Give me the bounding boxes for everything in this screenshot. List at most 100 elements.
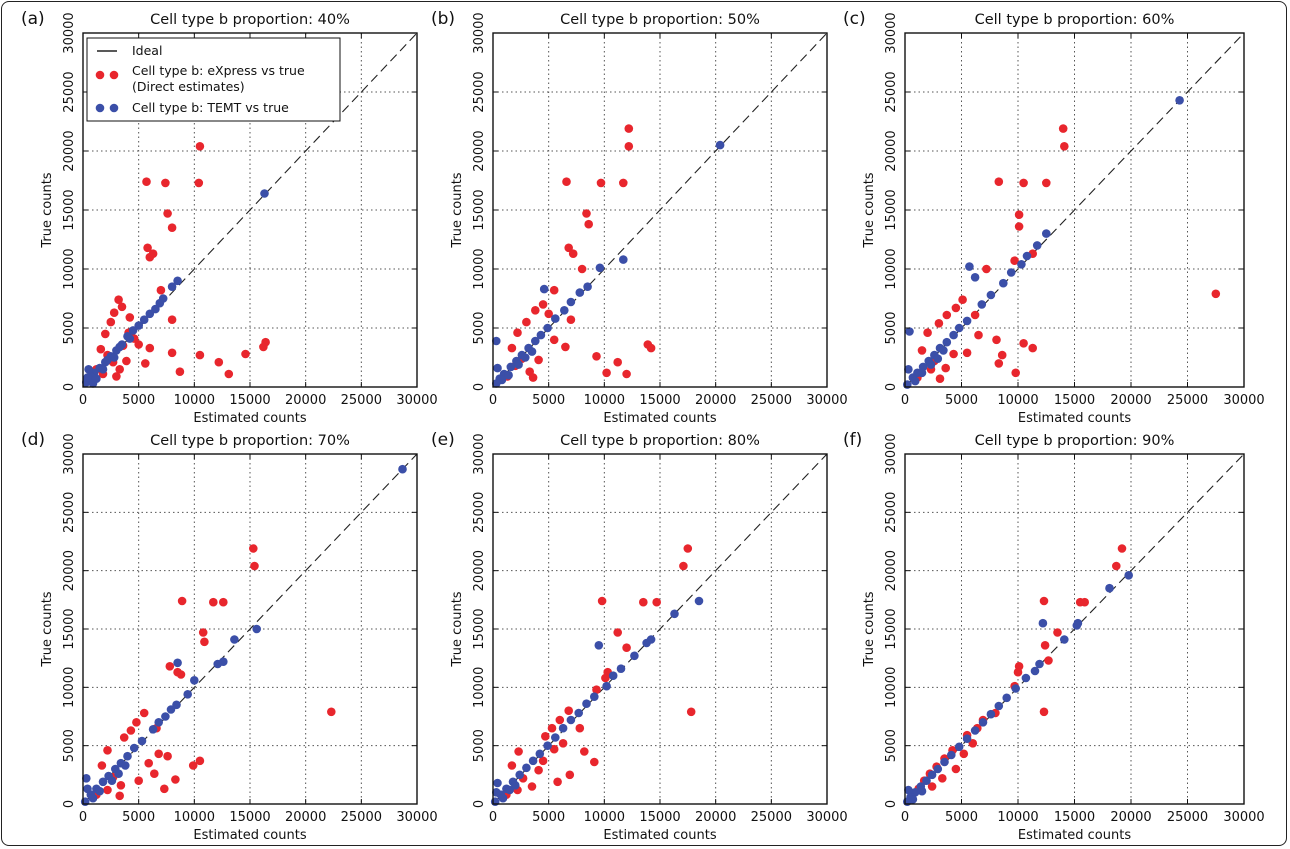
temt-point — [515, 770, 524, 780]
temt-point — [161, 712, 170, 721]
express-point — [624, 142, 634, 151]
express-point — [1014, 210, 1024, 219]
x-tick-label: 30000 — [1223, 393, 1264, 408]
express-point — [622, 643, 631, 652]
x-tick-label: 15000 — [639, 810, 680, 825]
temt-point — [954, 323, 964, 333]
temt-point — [933, 764, 943, 774]
express-point — [602, 368, 611, 378]
temt-point — [903, 797, 912, 806]
express-point — [679, 561, 688, 571]
chart-title: Cell type b proportion: 40% — [150, 12, 350, 28]
y-tick-label: 20000 — [884, 550, 899, 591]
express-point — [194, 178, 204, 188]
temt-point — [970, 273, 980, 282]
temt-point — [84, 365, 93, 374]
temt-point — [260, 189, 269, 198]
express-point — [1019, 339, 1028, 348]
temt-point — [922, 776, 931, 785]
express-point — [958, 295, 967, 305]
x-tick-label: 15000 — [229, 810, 270, 825]
x-tick-label: 20000 — [1110, 393, 1151, 408]
x-tick-label: 20000 — [285, 393, 326, 408]
temt-point — [155, 298, 165, 308]
legend-temt-label: Cell type b: TEMT vs true — [132, 100, 289, 115]
x-axis-label: Estimated counts — [1018, 411, 1131, 426]
temt-point — [551, 314, 560, 323]
express-point — [165, 662, 175, 671]
express-point — [134, 776, 143, 785]
express-point — [177, 596, 187, 606]
legend-ideal-label: Ideal — [132, 43, 162, 58]
temt-point — [154, 718, 163, 727]
x-tick-label: 5000 — [532, 810, 565, 825]
temt-point — [1035, 659, 1044, 669]
express-point — [596, 178, 606, 188]
express-point — [101, 329, 110, 339]
series-express — [503, 124, 656, 382]
y-tick-label: 10000 — [884, 667, 899, 708]
x-tick-label: 10000 — [584, 810, 625, 825]
express-point — [527, 782, 537, 791]
x-tick-label: 30000 — [806, 393, 847, 408]
legend-express-label: Cell type b: eXpress vs true — [132, 63, 305, 78]
temt-point — [602, 681, 611, 691]
temt-point — [1042, 229, 1051, 238]
temt-point — [95, 786, 104, 796]
y-tick-label: 20000 — [472, 130, 487, 171]
express-point — [1117, 544, 1127, 553]
express-point — [951, 303, 961, 313]
temt-point — [521, 353, 530, 362]
express-point — [167, 315, 177, 325]
express-point — [565, 770, 575, 780]
express-point — [577, 264, 587, 274]
temt-point — [904, 365, 913, 374]
temt-point — [970, 726, 980, 735]
express-point — [528, 373, 538, 382]
temt-point — [528, 756, 538, 766]
express-point — [549, 335, 559, 345]
temt-point — [213, 659, 222, 669]
x-tick-label: 10000 — [174, 810, 215, 825]
y-tick-label: 20000 — [472, 550, 487, 591]
y-tick-label: 25000 — [472, 71, 487, 112]
express-point — [514, 747, 523, 756]
x-axis-label: Estimated counts — [193, 411, 306, 426]
express-point — [139, 708, 149, 718]
express-point — [119, 733, 129, 742]
temt-point — [582, 699, 591, 708]
express-point — [109, 308, 119, 318]
series-express — [914, 544, 1127, 794]
chart-panel-6: 0 5000 10000 15000 20000 25000 30000 0 5000 10000… — [843, 430, 1265, 843]
express-point — [601, 673, 610, 683]
x-tick-label: 5000 — [945, 810, 978, 825]
express-point — [949, 349, 958, 359]
temt-point — [173, 658, 182, 668]
express-point — [619, 178, 628, 188]
temt-point — [986, 290, 996, 300]
express-point — [538, 300, 548, 309]
express-point — [1011, 368, 1020, 378]
express-point — [141, 359, 150, 368]
temt-point — [115, 342, 124, 352]
chart-title: Cell type b proportion: 90% — [975, 433, 1175, 449]
panel-letter: (f) — [843, 430, 862, 450]
temt-point — [490, 797, 500, 806]
express-point — [1014, 222, 1024, 231]
series-express — [92, 544, 336, 801]
express-point — [1042, 178, 1051, 188]
x-axis-label: Estimated counts — [603, 828, 716, 843]
x-tick-label: 15000 — [639, 393, 680, 408]
express-point — [1014, 662, 1024, 671]
temt-point — [252, 624, 261, 634]
express-point — [117, 302, 127, 312]
express-point — [917, 346, 927, 355]
express-point — [575, 723, 585, 733]
express-point — [982, 264, 991, 274]
temt-point — [1006, 268, 1016, 277]
temt-point — [511, 781, 520, 790]
express-point — [959, 749, 969, 759]
ideal-line — [492, 32, 828, 388]
express-point — [553, 777, 562, 787]
temt-point — [522, 763, 531, 773]
